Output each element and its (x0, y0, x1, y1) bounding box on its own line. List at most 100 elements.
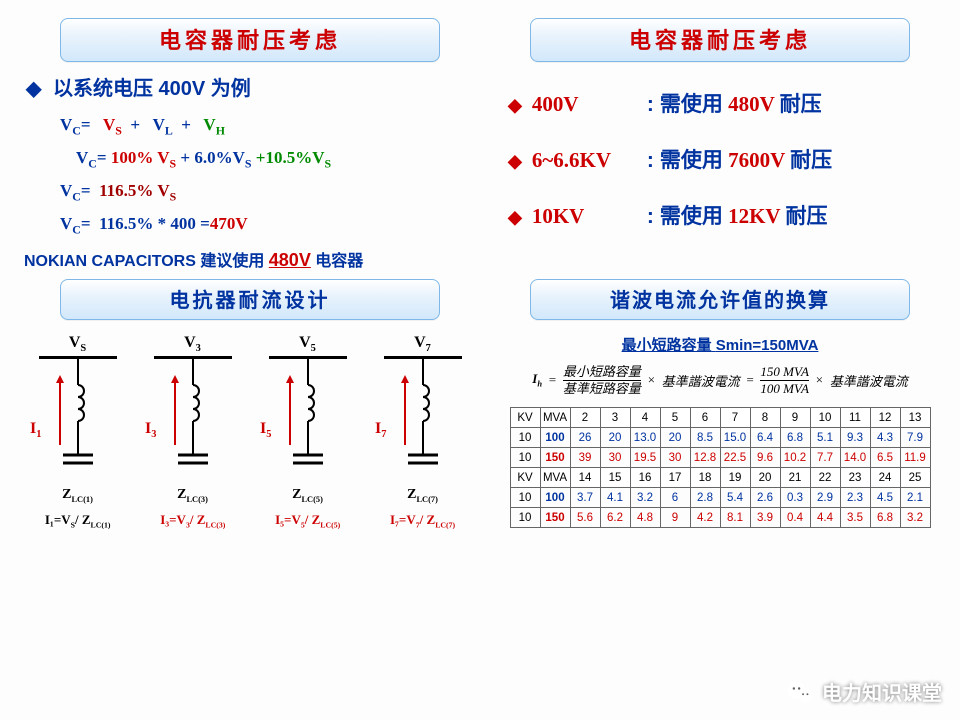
panel-d-title: 谐波电流允许值的换算 (530, 279, 910, 320)
circuit-branch: V5I5ZLC(5) (260, 334, 355, 504)
panel-c-title: 电抗器耐流设计 (60, 279, 440, 320)
cell-value: 30 (660, 448, 690, 468)
cell-mva: 150 (540, 508, 570, 528)
diamond-icon: ◆ (26, 78, 41, 100)
table-header-order: 5 (660, 408, 690, 428)
cell-value: 9.6 (750, 448, 780, 468)
cell-value: 20 (600, 428, 630, 448)
cell-value: 5.6 (570, 508, 600, 528)
cell-value: 2.8 (690, 488, 720, 508)
cell-value: 0.4 (780, 508, 810, 528)
cell-value: 4.2 (690, 508, 720, 528)
circuit-branch: VS I1 ZLC(1) (30, 334, 125, 504)
table-header-label: KV (510, 408, 540, 428)
cell-value: 30 (600, 448, 630, 468)
table-header-order: 3 (600, 408, 630, 428)
harmonic-table: KVMVA234567891011121310100262013.0208.51… (510, 407, 931, 528)
equation-2: VC= 100% VS + 6.0%VS +10.5%VS (76, 142, 480, 175)
table-header-order: 2 (570, 408, 600, 428)
table-header-order: 4 (630, 408, 660, 428)
rec-value: 480V (269, 250, 311, 270)
cell-value: 6 (660, 488, 690, 508)
cell-value: 3.5 (840, 508, 870, 528)
cell-value: 4.1 (600, 488, 630, 508)
circuit-icon (283, 359, 333, 485)
panel-harmonic-conversion: 谐波电流允许值的换算 最小短路容量 Smin=150MVA Ih = 最小短路容… (490, 279, 950, 530)
cell-value: 0.3 (780, 488, 810, 508)
cell-value: 26 (570, 428, 600, 448)
cell-value: 3.2 (900, 508, 930, 528)
circuit-branch: V3I3ZLC(3) (145, 334, 240, 504)
harmonic-formula: Ih = 最小短路容量基準短路容量 × 基準諧波電流 = 150 MVA100 … (490, 365, 950, 395)
cell-value: 12.8 (690, 448, 720, 468)
panel-capacitor-voltage-table: 电容器耐压考虑 ◆400V:需使用 480V 耐压◆6~6.6KV:需使用 76… (490, 18, 950, 271)
panel-capacitor-voltage-calc: 电容器耐压考虑 ◆ 以系统电压 400V 为例 VC= VS + VL + VH… (20, 18, 480, 271)
cell-value: 6.8 (870, 508, 900, 528)
cell-value: 9.3 (840, 428, 870, 448)
equation-1: VC= VS + VL + VH (60, 109, 480, 142)
wechat-icon (786, 678, 814, 706)
branch-impedance-label: ZLC(3) (145, 487, 240, 504)
brand-text: NOKIAN CAPACITORS (24, 253, 196, 270)
cell-value: 2.6 (750, 488, 780, 508)
panel-b-title: 电容器耐压考虑 (530, 18, 910, 62)
cell-value: 8.5 (690, 428, 720, 448)
watermark: 电力知识课堂 (786, 677, 942, 706)
branch-current-label: I7 (375, 420, 386, 440)
rating-text: 需使用 480V 耐压 (660, 88, 822, 118)
voltage-rating-list: ◆400V:需使用 480V 耐压◆6~6.6KV:需使用 7600V 耐压◆1… (490, 88, 950, 230)
cell-value: 7.7 (810, 448, 840, 468)
table-header-order: 9 (780, 408, 810, 428)
table-header-order: 6 (690, 408, 720, 428)
table-header-order: 24 (870, 468, 900, 488)
cell-value: 6.4 (750, 428, 780, 448)
cell-mva: 100 (540, 488, 570, 508)
system-voltage: 400V (532, 92, 647, 117)
panel-a-title: 电容器耐压考虑 (60, 18, 440, 62)
cell-kv: 10 (510, 448, 540, 468)
panel-d-title-text: 谐波电流允许值的换算 (610, 290, 830, 312)
cell-mva: 150 (540, 448, 570, 468)
diamond-icon: ◆ (508, 207, 522, 228)
table-header-order: 14 (570, 468, 600, 488)
cell-value: 11.9 (900, 448, 930, 468)
cell-value: 20 (660, 428, 690, 448)
system-voltage: 10KV (532, 204, 647, 229)
cell-value: 15.0 (720, 428, 750, 448)
table-header-label: KV (510, 468, 540, 488)
voltage-rating-row: ◆10KV:需使用 12KV 耐压 (508, 200, 950, 230)
diamond-icon: ◆ (508, 95, 522, 116)
equation-3: VC= 116.5% VS (60, 175, 480, 208)
branch-current-label: I5 (260, 420, 271, 440)
diamond-icon: ◆ (508, 151, 522, 172)
cell-value: 4.4 (810, 508, 840, 528)
cell-value: 4.5 (870, 488, 900, 508)
table-header-order: 20 (750, 468, 780, 488)
cell-value: 2.1 (900, 488, 930, 508)
panel-c-title-text: 电抗器耐流设计 (170, 290, 331, 312)
cell-value: 6.2 (600, 508, 630, 528)
rating-text: 需使用 7600V 耐压 (660, 144, 832, 174)
table-header-label: MVA (540, 408, 570, 428)
voltage-rating-row: ◆6~6.6KV:需使用 7600V 耐压 (508, 144, 950, 174)
branch-voltage-label: V7 (375, 334, 470, 354)
table-header-order: 21 (780, 468, 810, 488)
panel-a-recommendation: NOKIAN CAPACITORS 建议使用 480V 电容器 (24, 247, 480, 271)
circuit-icon (168, 359, 218, 485)
branch-voltage-label: VS (30, 334, 125, 354)
table-header-label: MVA (540, 468, 570, 488)
smin-line: 最小短路容量 Smin=150MVA (490, 334, 950, 355)
table-header-order: 25 (900, 468, 930, 488)
table-header-order: 22 (810, 468, 840, 488)
cell-kv: 10 (510, 508, 540, 528)
circuit-icon (53, 359, 103, 485)
cell-value: 19.5 (630, 448, 660, 468)
circuit-equations: I₁=VS/ ZLC(1)I₃=V3/ ZLC(3)I₅=V5/ ZLC(5)I… (20, 512, 480, 530)
branch-current-label: I1 (30, 420, 41, 440)
table-header-order: 16 (630, 468, 660, 488)
branch-impedance-label: ZLC(1) (30, 487, 125, 504)
cell-kv: 10 (510, 428, 540, 448)
cell-value: 5.4 (720, 488, 750, 508)
table-header-order: 11 (840, 408, 870, 428)
cell-value: 6.5 (870, 448, 900, 468)
